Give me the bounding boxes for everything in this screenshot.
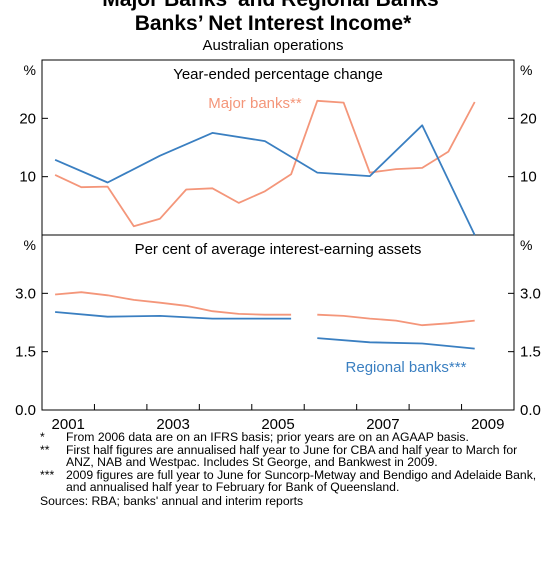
panel-1-series-regional-banks-line-1 [54, 124, 476, 236]
footnotes: * From 2006 data are on an IFRS basis; p… [40, 431, 540, 507]
panel-2-ytick-label-left: 3.0 [15, 285, 36, 302]
panel-1-ytick-label-left: 10 [19, 169, 36, 186]
footnote-1: * From 2006 data are on an IFRS basis; p… [40, 431, 540, 444]
panel-2-ylabel-right: % [520, 237, 532, 253]
xtick-label: 2003 [156, 416, 189, 431]
panel-1-ytick-label-left: 20 [19, 110, 36, 127]
plot-area: % % Year-ended percentage change 10 10 20 20%%… [15, 59, 541, 431]
chart-title: Banks’ Net Interest Income* [135, 12, 412, 35]
xtick-label: 2001 [52, 416, 85, 431]
label-regional-banks: Regional banks*** [346, 359, 467, 376]
panel-1-ytick-label-right: 10 [520, 169, 537, 186]
chart-subtitle: Australian operations [203, 37, 344, 54]
footnote-2-mark: ** [40, 442, 50, 457]
panel-2-series-major-banks-line-2 [317, 313, 475, 327]
panel-2-series-regional-banks-line-1 [55, 311, 292, 320]
footnote-1-text: From 2006 data are on an IFRS basis; pri… [66, 430, 469, 444]
footnote-3: *** 2009 figures are full year to June f… [40, 467, 540, 494]
footnote-3-text: 2009 figures are full year to June for S… [66, 467, 537, 494]
panel-2-ytick-label-right: 1.5 [520, 344, 541, 361]
panel-2-ytick-label-right: 3.0 [520, 285, 541, 302]
footnote-1-mark: * [40, 430, 45, 444]
chart-title-line1: Major Banks' and Regional Banks' [102, 0, 443, 11]
panel-2-ytick-label-right: 0.0 [520, 402, 541, 419]
sources: Sources: RBA; banks' annual and interim … [40, 493, 304, 508]
panel-2-ytick-label-left: 1.5 [15, 344, 36, 361]
xtick-label: 2007 [366, 416, 399, 431]
panel-1-ylabel-right: % [520, 62, 532, 78]
xtick-label: 2009 [471, 416, 504, 431]
panel-2-ytick-label-left: 0.0 [15, 402, 36, 419]
panel-1-ytick-label-right: 20 [520, 110, 537, 127]
panel-1-series-major-banks-line-1 [54, 99, 476, 228]
panel-1-title: Year-ended percentage change [173, 66, 383, 83]
label-major-banks: Major banks** [208, 95, 302, 112]
panel-2-ylabel-left: % [24, 237, 36, 253]
footnote-2: ** First half figures are annualised hal… [40, 442, 540, 469]
footnote-3-mark: *** [40, 467, 55, 482]
panel-2-series-major-banks-line-1 [55, 291, 292, 316]
chart-svg: Major Banks' and Regional Banks' Banks’ … [15, 0, 541, 431]
xtick-label: 2005 [261, 416, 294, 431]
footnote-2-text: First half figures are annualised half y… [66, 442, 518, 469]
panel-2-title: Per cent of average interest-earning ass… [135, 241, 422, 258]
panel-2-series-regional-banks-line-2 [317, 337, 475, 350]
panel-1-ylabel-left: % [24, 62, 36, 78]
